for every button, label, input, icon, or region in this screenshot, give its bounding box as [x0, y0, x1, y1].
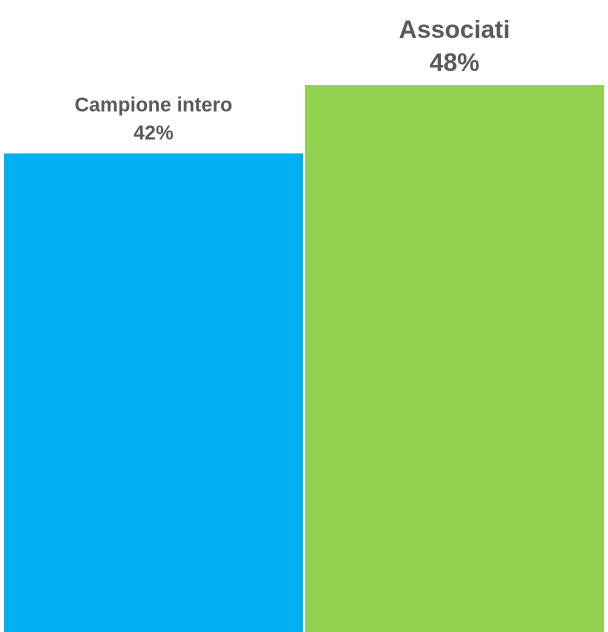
data-label: 48%: [429, 49, 479, 77]
data-label: 42%: [133, 122, 173, 144]
bar-campione-intero: [4, 153, 303, 632]
category-label: Campione intero: [75, 94, 233, 116]
category-label: Associati: [399, 16, 510, 44]
bar-associati: [305, 85, 604, 632]
